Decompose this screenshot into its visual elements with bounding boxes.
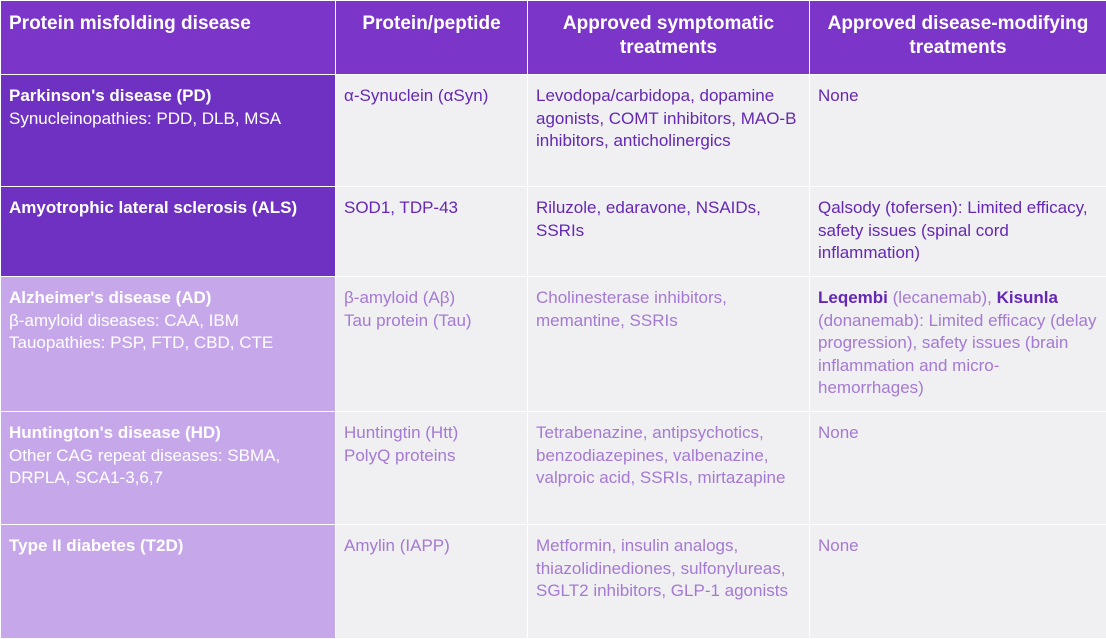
- protein-name: Amylin (IAPP): [344, 535, 519, 558]
- disease-name: Alzheimer's disease (AD): [9, 287, 327, 310]
- related-diseases: Tauopathies: PSP, FTD, CBD, CTE: [9, 332, 327, 355]
- table-row: Parkinson's disease (PD) Synucleinopathi…: [1, 75, 1106, 187]
- disease-cell: Type II diabetes (T2D): [1, 525, 336, 639]
- protein-cell: α-Synuclein (αSyn): [336, 75, 528, 187]
- related-diseases: Other CAG repeat diseases: SBMA, DRPLA, …: [9, 445, 327, 490]
- table-header-row: Protein misfolding disease Protein/pepti…: [1, 1, 1106, 75]
- protein-cell: β-amyloid (Aβ) Tau protein (Tau): [336, 277, 528, 412]
- symptomatic-cell: Cholinesterase inhibitors, memantine, SS…: [528, 277, 810, 412]
- related-diseases: β-amyloid diseases: CAA, IBM: [9, 310, 327, 333]
- disease-cell: Amyotrophic lateral sclerosis (ALS): [1, 187, 336, 277]
- header-protein: Protein/peptide: [336, 1, 528, 75]
- table-row: Alzheimer's disease (AD) β-amyloid disea…: [1, 277, 1106, 412]
- table-row: Type II diabetes (T2D) Amylin (IAPP) Met…: [1, 525, 1106, 639]
- protein-name: PolyQ proteins: [344, 445, 519, 468]
- modifying-cell: None: [810, 75, 1106, 187]
- protein-name: α-Synuclein (αSyn): [344, 85, 519, 108]
- symptomatic-cell: Metformin, insulin analogs, thiazolidine…: [528, 525, 810, 639]
- modifying-description: (donanemab): Limited efficacy (delay pro…: [818, 311, 1096, 398]
- protein-cell: SOD1, TDP-43: [336, 187, 528, 277]
- disease-cell: Parkinson's disease (PD) Synucleinopathi…: [1, 75, 336, 187]
- disease-name: Parkinson's disease (PD): [9, 85, 327, 108]
- header-disease: Protein misfolding disease: [1, 1, 336, 75]
- drug-name-kisunla: Kisunla: [997, 288, 1058, 307]
- disease-name: Huntington's disease (HD): [9, 422, 327, 445]
- protein-name: Huntingtin (Htt): [344, 422, 519, 445]
- disease-name: Type II diabetes (T2D): [9, 535, 327, 558]
- drug-name-leqembi: Leqembi: [818, 288, 888, 307]
- protein-cell: Huntingtin (Htt) PolyQ proteins: [336, 412, 528, 525]
- modifying-cell: None: [810, 525, 1106, 639]
- drug-generic-lecanemab: (lecanemab),: [888, 288, 997, 307]
- table-row: Amyotrophic lateral sclerosis (ALS) SOD1…: [1, 187, 1106, 277]
- modifying-cell: Qalsody (tofersen): Limited efficacy, sa…: [810, 187, 1106, 277]
- disease-cell: Huntington's disease (HD) Other CAG repe…: [1, 412, 336, 525]
- header-symptomatic: Approved symptomatic treatments: [528, 1, 810, 75]
- symptomatic-cell: Tetrabenazine, antipsychotics, benzodiaz…: [528, 412, 810, 525]
- disease-name: Amyotrophic lateral sclerosis (ALS): [9, 197, 327, 220]
- disease-cell: Alzheimer's disease (AD) β-amyloid disea…: [1, 277, 336, 412]
- symptomatic-cell: Riluzole, edaravone, NSAIDs, SSRIs: [528, 187, 810, 277]
- header-modifying: Approved disease-modifying treatments: [810, 1, 1106, 75]
- protein-cell: Amylin (IAPP): [336, 525, 528, 639]
- protein-name: SOD1, TDP-43: [344, 197, 519, 220]
- related-diseases: Synucleinopathies: PDD, DLB, MSA: [9, 108, 327, 131]
- modifying-cell: None: [810, 412, 1106, 525]
- protein-name: β-amyloid (Aβ): [344, 287, 519, 310]
- symptomatic-cell: Levodopa/carbidopa, dopamine agonists, C…: [528, 75, 810, 187]
- modifying-cell: Leqembi (lecanemab), Kisunla (donanemab)…: [810, 277, 1106, 412]
- table-row: Huntington's disease (HD) Other CAG repe…: [1, 412, 1106, 525]
- protein-name: Tau protein (Tau): [344, 310, 519, 333]
